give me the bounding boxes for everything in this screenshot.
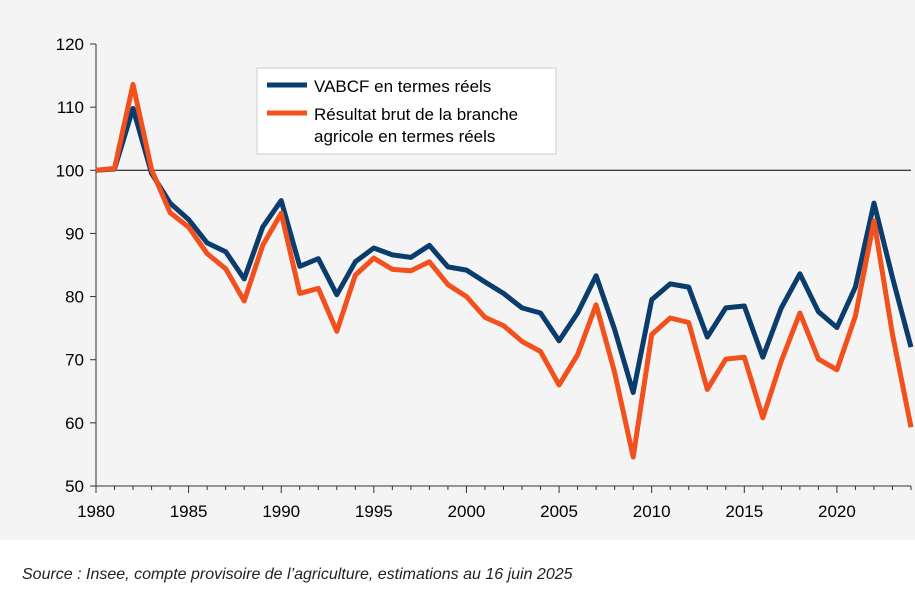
y-tick-label: 80 <box>65 288 84 307</box>
y-tick-label: 60 <box>65 414 84 433</box>
x-tick-label: 1995 <box>355 502 393 521</box>
x-tick-label: 2020 <box>818 502 856 521</box>
y-tick-label: 70 <box>65 351 84 370</box>
y-tick-label: 90 <box>65 224 84 243</box>
y-tick-label: 120 <box>56 35 84 54</box>
x-tick-label: 1980 <box>77 502 115 521</box>
legend-label: Résultat brut de la branche agricole en t… <box>314 105 518 146</box>
y-tick-label: 100 <box>56 161 84 180</box>
x-tick-label: 2005 <box>540 502 578 521</box>
x-tick-label: 2015 <box>725 502 763 521</box>
x-tick-label: 1985 <box>170 502 208 521</box>
x-tick-label: 2010 <box>633 502 671 521</box>
y-tick-label: 50 <box>65 477 84 496</box>
legend-label: VABCF en termes réels <box>314 77 491 96</box>
series-line-resultat-brut <box>95 81 914 460</box>
source-note: Source : Insee, compte provisoire de l’a… <box>22 566 573 583</box>
y-tick-label: 110 <box>57 98 84 117</box>
chart-area: 50 60 70 80 90 100 110 120 1980 1985 1990 1995 2000 2… <box>0 0 915 540</box>
x-tick-label: 2000 <box>448 502 486 521</box>
line-chart: 50 60 70 80 90 100 110 120 1980 1985 1990 1995 2000 2… <box>56 35 914 521</box>
series-line-vabcf <box>95 105 914 395</box>
x-tick-label: 1990 <box>262 502 300 521</box>
